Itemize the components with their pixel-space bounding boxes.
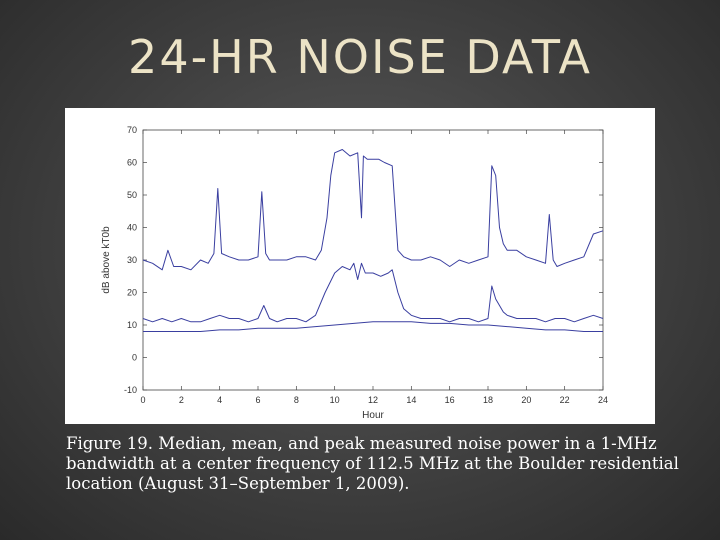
- caption-line-1: Figure 19. Median, mean, and peak measur…: [66, 434, 657, 453]
- y-tick-label: 50: [127, 190, 137, 200]
- x-tick-label: 2: [179, 395, 184, 405]
- axes: [142, 129, 604, 391]
- x-tick-label: 14: [406, 395, 416, 405]
- x-axis-label: Hour: [362, 410, 384, 421]
- x-tick-label: 20: [521, 395, 531, 405]
- plot-frame: [142, 129, 604, 391]
- x-tick-label: 6: [255, 395, 260, 405]
- y-tick-label: 40: [127, 223, 137, 233]
- y-axis-label: dB above kT0b: [101, 226, 112, 294]
- y-tick-label: 20: [127, 288, 137, 298]
- y-tick-label: 60: [127, 158, 137, 168]
- peak-series-line: [142, 149, 604, 271]
- x-tick-label: 12: [368, 395, 378, 405]
- slide-title: 24-HR NOISE DATA: [128, 30, 592, 84]
- x-tick-label: 8: [294, 395, 299, 405]
- y-tick-label: 0: [132, 353, 137, 363]
- caption-line-3: location (August 31–September 1, 2009).: [66, 474, 410, 493]
- noise-chart: 0 2 4 6 8 10 12 14 16 18 20 22 24-10010203040506070 …: [101, 125, 608, 421]
- figure-panel: 0 2 4 6 8 10 12 14 16 18 20 22 24 -10 0 10 20 30 40 50 60 70 …: [65, 108, 655, 424]
- y-tick-label: -10: [124, 385, 137, 395]
- y-tick-label: 30: [127, 255, 137, 265]
- series-lines: [142, 149, 604, 332]
- mean-series-line: [142, 262, 604, 323]
- x-tick-label: 0: [140, 395, 145, 405]
- x-tick-label: 18: [483, 395, 493, 405]
- figure-caption: Figure 19. Median, mean, and peak measur…: [66, 434, 679, 494]
- x-tick-label: 22: [560, 395, 570, 405]
- y-tick-label: 70: [127, 125, 137, 135]
- y-tick-label: 10: [127, 320, 137, 330]
- median-series-line: [143, 321, 603, 332]
- x-tick-label: 10: [330, 395, 340, 405]
- caption-line-2: bandwidth at a center frequency of 112.5…: [66, 454, 679, 473]
- x-tick-label: 24: [598, 395, 608, 405]
- x-tick-label: 16: [445, 395, 455, 405]
- x-tick-label: 4: [217, 395, 222, 405]
